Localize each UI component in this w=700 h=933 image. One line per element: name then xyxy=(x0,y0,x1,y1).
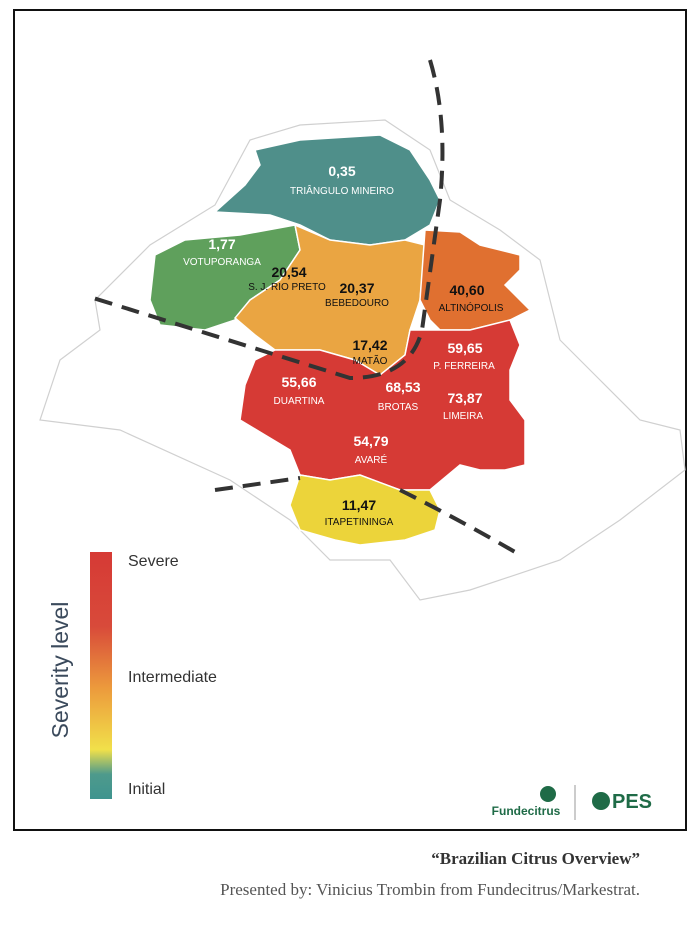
region-name: MATÃO xyxy=(353,354,388,367)
region-value: 11,47 xyxy=(342,497,376,513)
state-outline xyxy=(39,119,686,601)
region-name: ITAPETININGA xyxy=(325,517,394,528)
dashed-borders xyxy=(89,59,524,558)
logo-text: Fundecitrus xyxy=(492,804,561,818)
legend-label: Severe xyxy=(128,553,179,570)
region-name: P. FERREIRA xyxy=(433,361,495,372)
region-name: S. J. RIO PRETO xyxy=(248,282,326,293)
caption-title: “Brazilian Citrus Overview” xyxy=(431,849,640,868)
region-name: BEBEDOURO xyxy=(325,298,389,309)
region xyxy=(239,319,526,491)
region-name: DUARTINA xyxy=(274,396,325,407)
logo-icon xyxy=(592,792,610,810)
logo-text: PES xyxy=(612,791,652,813)
legend-title: Severity level xyxy=(47,602,73,739)
dashed-line xyxy=(214,476,301,492)
region-name: AVARÉ xyxy=(355,453,388,466)
legend-label: Intermediate xyxy=(128,669,217,686)
labels: 0,35 TRIÂNGULO MINEIRO 1,77 VOTUPORANGA … xyxy=(183,163,504,528)
legend: Severity level Severe Intermediate Initi… xyxy=(47,552,217,799)
region xyxy=(419,229,532,331)
region-name: VOTUPORANGA xyxy=(183,257,261,268)
logo-icon xyxy=(540,786,556,802)
severity-scale xyxy=(90,552,112,799)
region-name: ALTINÓPOLIS xyxy=(439,301,504,314)
region-value: 54,79 xyxy=(353,433,388,449)
caption-credit: Presented by: Vinicius Trombin from Fund… xyxy=(220,880,640,899)
region-name: TRIÂNGULO MINEIRO xyxy=(290,184,394,197)
region-value: 20,37 xyxy=(339,280,374,296)
regions xyxy=(149,134,532,546)
region-name: LIMEIRA xyxy=(443,411,483,422)
region-value: 59,65 xyxy=(447,340,482,356)
region-value: 1,77 xyxy=(208,236,235,252)
region-value: 73,87 xyxy=(447,390,482,406)
dashed-line xyxy=(399,488,524,558)
logos: Fundecitrus PES xyxy=(492,785,652,820)
region-value: 55,66 xyxy=(281,374,316,390)
dashed-line xyxy=(89,59,445,381)
region-name: BROTAS xyxy=(378,402,419,413)
region-value: 20,54 xyxy=(271,264,306,280)
region-value: 0,35 xyxy=(328,163,355,179)
region-value: 68,53 xyxy=(385,379,420,395)
legend-label: Initial xyxy=(128,781,165,798)
region-value: 40,60 xyxy=(449,282,484,298)
region-value: 17,42 xyxy=(352,337,387,353)
